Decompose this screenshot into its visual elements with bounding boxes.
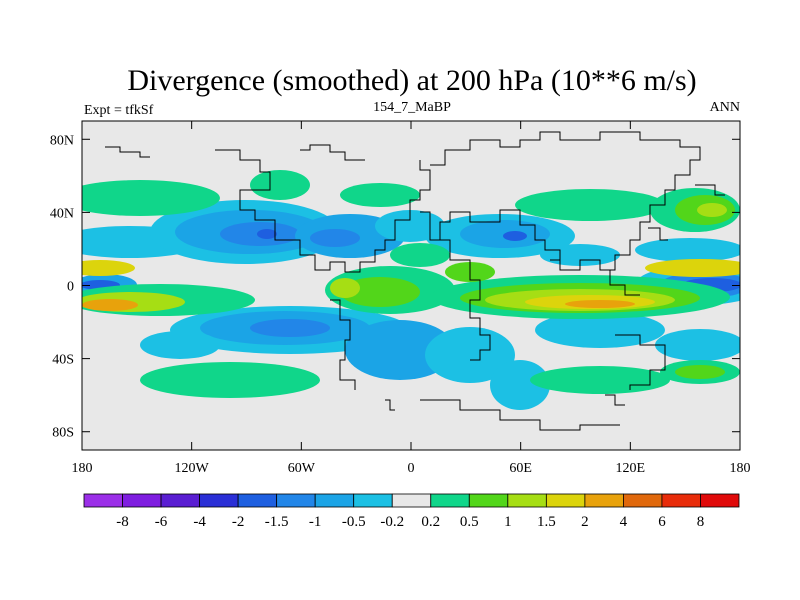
colorbar-label: 2 (581, 514, 589, 530)
colorbar-label: 6 (658, 514, 666, 530)
x-tick-label: 120E (616, 461, 646, 476)
x-tick-label: 180 (72, 461, 93, 476)
colorbar-swatch (661, 493, 701, 508)
colorbar-swatch (623, 493, 663, 508)
colorbar-swatch (276, 493, 316, 508)
map-plot-area (82, 121, 740, 450)
colorbar-swatch (700, 493, 740, 508)
colorbar-swatch (237, 493, 278, 508)
colorbar-label: -4 (193, 514, 206, 530)
colorbar-swatch (83, 493, 123, 508)
colorbar-swatch (314, 493, 355, 508)
y-tick-label: 40N (50, 206, 74, 221)
colorbar-swatch (122, 493, 162, 508)
colorbar-label: -0.2 (380, 514, 404, 530)
colorbar-label: -0.5 (342, 514, 366, 530)
colorbar-swatch (545, 493, 586, 508)
colorbar-label: -8 (116, 514, 129, 530)
y-tick-label: 40S (52, 353, 74, 368)
colorbar-swatch (160, 493, 200, 508)
colorbar-swatch (430, 493, 470, 508)
colorbar-swatch (353, 493, 393, 508)
colorbar-label: -6 (155, 514, 168, 530)
colorbar-label: 0.2 (421, 514, 440, 530)
colorbar-label: -1 (309, 514, 322, 530)
colorbar-label: -1.5 (265, 514, 289, 530)
case-label: 154_7_MaBP (373, 100, 451, 115)
colorbar-swatch (584, 493, 624, 508)
y-tick-label: 80N (50, 133, 74, 148)
colorbar-label: 1.5 (537, 514, 556, 530)
colorbar-label: 4 (620, 514, 628, 530)
colorbar-label: 8 (697, 514, 705, 530)
colorbar-swatch (199, 493, 239, 508)
y-tick-label: 80S (52, 426, 74, 441)
experiment-label: Expt = tfkSf (84, 103, 154, 118)
colorbar-swatch (468, 493, 509, 508)
x-axis: 180 120W 60W 0 60E 120E 180 (72, 121, 751, 476)
x-tick-label: 180 (730, 461, 751, 476)
x-tick-label: 60E (509, 461, 532, 476)
colorbar-swatch (507, 493, 547, 508)
coastlines (105, 131, 725, 431)
season-label: ANN (710, 100, 740, 115)
x-tick-label: 0 (408, 461, 415, 476)
chart-title: Divergence (smoothed) at 200 hPa (10**6 … (127, 64, 696, 97)
colorbar-label: 1 (504, 514, 512, 530)
x-tick-label: 120W (175, 461, 210, 476)
y-axis: 80N 40N 0 40S 80S (50, 133, 740, 441)
colorbar: -8 -6 -4 -2 -1.5 -1 -0.5 -0.2 0.2 0.5 1 1.5 2 4 6 8 (83, 493, 740, 530)
colorbar-swatch (391, 493, 432, 508)
divergence-field-positive (82, 170, 740, 398)
x-tick-label: 60W (288, 461, 316, 476)
colorbar-label: -2 (232, 514, 245, 530)
colorbar-label: 0.5 (460, 514, 479, 530)
y-tick-label: 0 (67, 280, 74, 295)
